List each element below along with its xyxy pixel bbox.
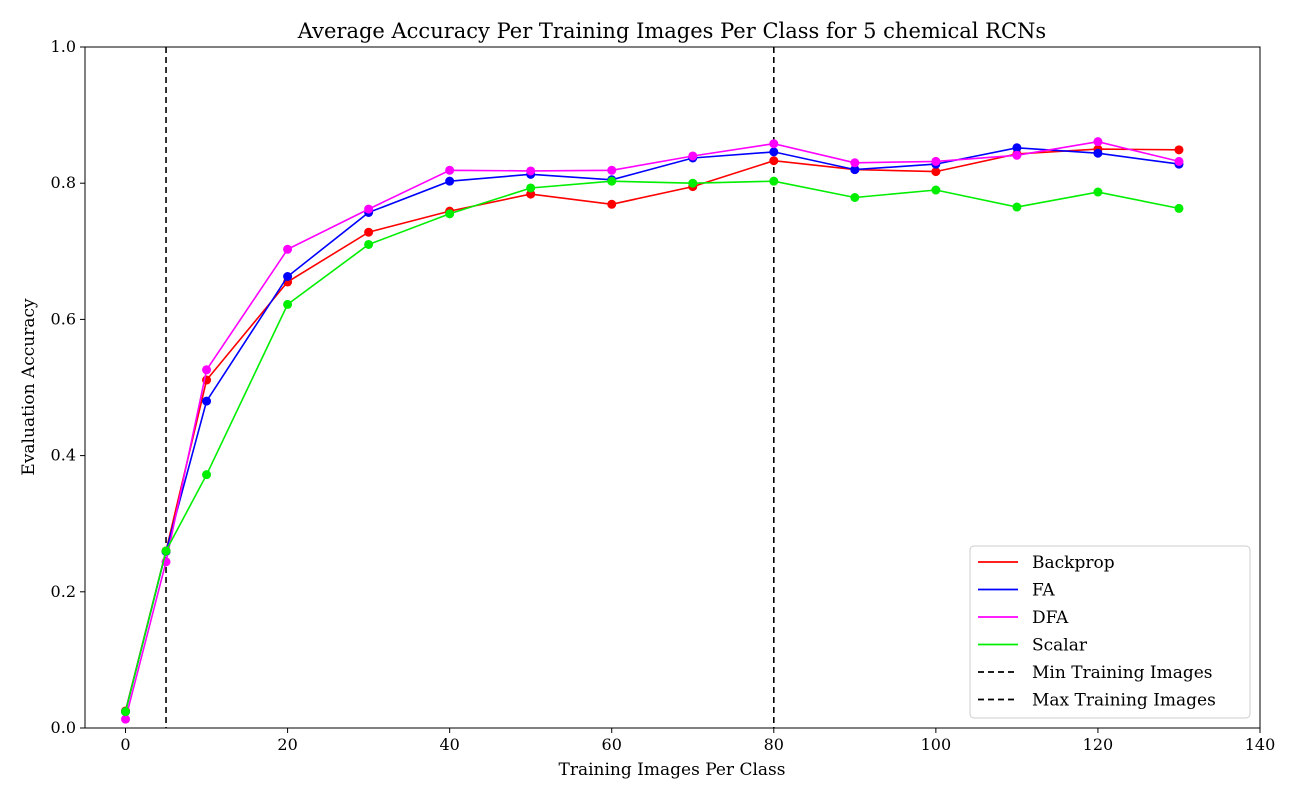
data-point xyxy=(850,193,860,203)
data-point xyxy=(445,165,455,175)
legend: Backprop FA DFA Scalar Min Training Images Ma… xyxy=(969,545,1251,719)
data-point xyxy=(202,396,212,406)
data-point xyxy=(931,167,941,177)
plot-frame xyxy=(84,46,1261,729)
x-axis-label: Training Images Per Class xyxy=(559,760,786,780)
data-point xyxy=(445,176,455,186)
data-point xyxy=(364,239,374,249)
legend-label: Min Training Images xyxy=(1032,663,1213,683)
data-point xyxy=(1174,145,1184,155)
data-point xyxy=(283,271,293,281)
data-point xyxy=(283,244,293,254)
legend-label: Max Training Images xyxy=(1032,691,1216,711)
data-point xyxy=(607,165,617,175)
data-point xyxy=(850,158,860,168)
data-point xyxy=(202,365,212,375)
legend-box xyxy=(969,545,1251,719)
data-point xyxy=(1174,156,1184,166)
data-point xyxy=(121,707,131,717)
data-point xyxy=(1093,148,1103,158)
data-point xyxy=(607,199,617,209)
data-point xyxy=(1174,203,1184,213)
y-tick-label: 0.4 xyxy=(51,446,76,465)
axis-ticks: 0 20 40 60 80 100 120 140 0.0 0.2 0.4 0.6 0.8 1.0 xyxy=(51,37,1276,754)
data-point xyxy=(202,470,212,480)
legend-label: DFA xyxy=(1032,608,1069,628)
x-tick-label: 20 xyxy=(277,735,297,754)
data-point xyxy=(1012,143,1022,153)
chart-title: Average Accuracy Per Training Images Per… xyxy=(297,19,1046,43)
data-point xyxy=(1093,137,1103,147)
data-point xyxy=(445,209,455,219)
x-tick-label: 60 xyxy=(602,735,622,754)
y-tick-label: 0.2 xyxy=(51,582,76,601)
data-point xyxy=(607,176,617,186)
y-tick-label: 1.0 xyxy=(51,37,76,56)
data-point xyxy=(121,714,131,724)
data-point xyxy=(364,227,374,237)
data-point xyxy=(688,178,698,188)
data-point xyxy=(283,299,293,309)
legend-label: Scalar xyxy=(1032,636,1088,656)
data-point xyxy=(1012,202,1022,212)
data-point xyxy=(1093,187,1103,197)
data-point xyxy=(931,185,941,195)
x-tick-label: 100 xyxy=(921,735,952,754)
x-tick-label: 40 xyxy=(439,735,459,754)
x-tick-label: 120 xyxy=(1083,735,1114,754)
y-tick-label: 0.0 xyxy=(51,718,76,737)
x-tick-label: 80 xyxy=(764,735,784,754)
reference-lines xyxy=(165,47,775,728)
series-group xyxy=(121,137,1184,724)
x-tick-label: 140 xyxy=(1245,735,1276,754)
data-point xyxy=(769,176,779,186)
data-point xyxy=(526,166,536,176)
data-point xyxy=(161,546,171,556)
x-tick-label: 0 xyxy=(120,735,130,754)
data-point xyxy=(769,147,779,157)
data-point xyxy=(850,165,860,175)
data-point xyxy=(364,204,374,214)
data-point xyxy=(769,156,779,166)
y-tick-label: 0.8 xyxy=(51,173,76,192)
y-tick-label: 0.6 xyxy=(51,309,76,328)
data-point xyxy=(688,151,698,161)
y-axis-label: Evaluation Accuracy xyxy=(19,298,39,476)
data-point xyxy=(769,139,779,149)
data-point xyxy=(1012,150,1022,160)
legend-label: Backprop xyxy=(1032,553,1115,573)
data-point xyxy=(526,183,536,193)
legend-label: FA xyxy=(1032,581,1055,601)
data-point xyxy=(931,156,941,166)
